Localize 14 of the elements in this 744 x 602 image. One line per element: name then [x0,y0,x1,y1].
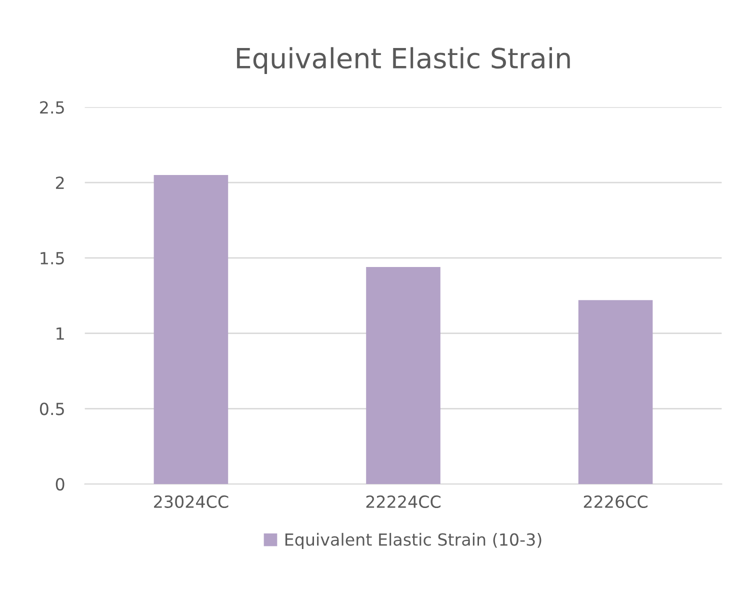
y-tick-label: 1.5 [40,252,64,264]
y-tick-label: 2.5 [40,101,64,114]
x-tick-label: 23024CC [154,495,228,508]
bar [366,266,440,484]
y-tick-label: 2 [56,176,64,189]
y-tick-label: 1 [56,327,64,340]
legend-label: Equivalent Elastic Strain (10-3) [285,532,542,550]
y-tick-label: 0.5 [40,402,64,416]
x-tick-label: 2226CC [584,495,648,508]
bar [154,174,228,484]
y-tick-label: 0 [56,478,64,491]
x-tick-label: 22224CC [366,495,440,508]
bar [578,300,653,484]
chart-title: Equivalent Elastic Strain [237,47,570,74]
